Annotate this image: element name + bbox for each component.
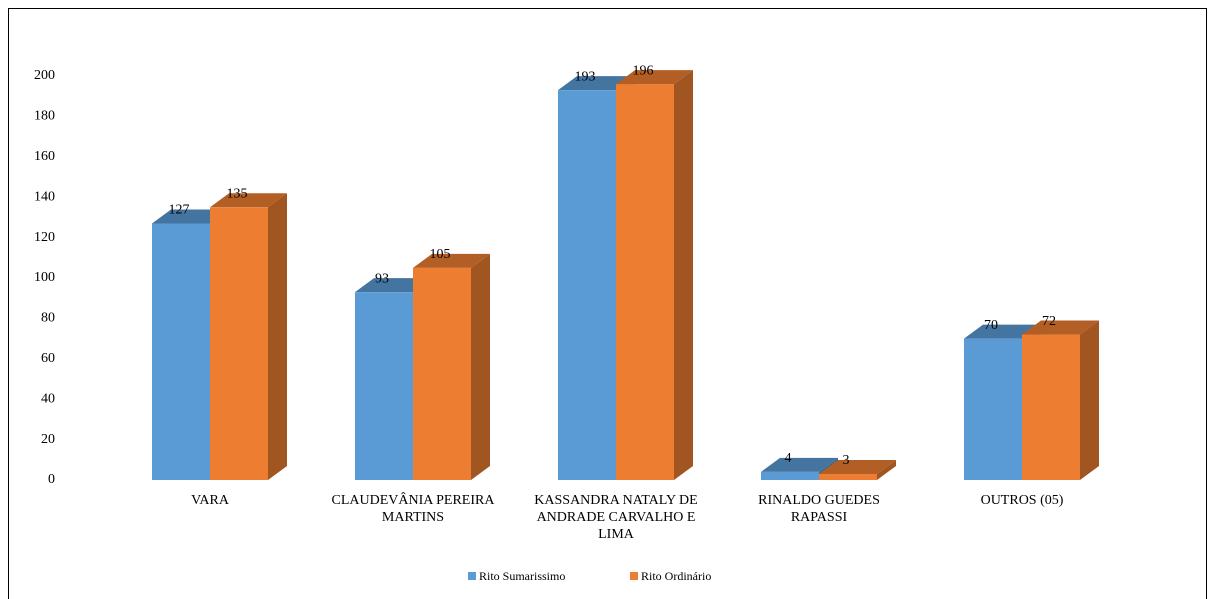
legend-label: Rito Ordinário [641,569,711,583]
value-label: 105 [430,247,451,262]
y-tick-label: 200 [34,68,55,83]
value-label: 3 [843,453,850,468]
bar-side [471,253,490,480]
bar [616,84,674,480]
y-tick-label: 60 [41,351,55,366]
bar-top [1022,320,1099,335]
y-tick-label: 180 [34,109,55,124]
x-tick-label: RINALDO GUEDES RAPASSI [758,493,880,525]
bar-top [819,459,896,474]
legend-label: Rito Sumarissimo [479,569,565,583]
x-tick-label: VARA [191,493,229,508]
value-label: 127 [169,203,190,218]
y-tick-label: 160 [34,149,55,164]
y-tick-label: 120 [34,230,55,245]
bar-top [616,70,693,85]
bar [152,223,210,480]
x-tick-label: KASSANDRA NATALY DE ANDRADE CARVALHO E L… [534,493,698,542]
y-tick-label: 100 [34,270,55,285]
y-tick-label: 140 [34,189,55,204]
bar [819,473,877,480]
bar-top [761,457,838,472]
bar [964,338,1022,480]
bar-side [877,459,896,480]
bar-top [210,193,287,208]
bar-side [674,70,693,480]
bar-top [152,209,229,224]
y-tick-label: 20 [41,432,55,447]
value-label: 135 [227,187,248,202]
value-label: 70 [984,318,998,333]
bar-top [558,76,635,91]
value-label: 196 [633,63,654,78]
bar [413,267,471,480]
x-tick-label: OUTROS (05) [980,493,1064,508]
chart-border [8,8,1207,599]
bar-top [413,253,490,268]
legend-swatch [630,572,638,580]
y-tick-label: 0 [48,472,55,487]
bar-top [355,278,432,293]
bar [1022,334,1080,480]
bar-side [1080,320,1099,480]
y-tick-label: 80 [41,311,55,326]
value-label: 72 [1042,314,1056,329]
bar-top [964,324,1041,339]
bar [558,90,616,480]
value-label: 193 [575,69,596,84]
value-label: 4 [785,451,792,466]
x-tick-label: CLAUDEVÂNIA PEREIRA MARTINS [331,493,495,525]
legend-swatch [468,572,476,580]
y-tick-label: 40 [41,391,55,406]
value-label: 93 [375,271,389,286]
bar-side [268,193,287,481]
bar [210,207,268,481]
bar [761,471,819,480]
bar [355,292,413,480]
